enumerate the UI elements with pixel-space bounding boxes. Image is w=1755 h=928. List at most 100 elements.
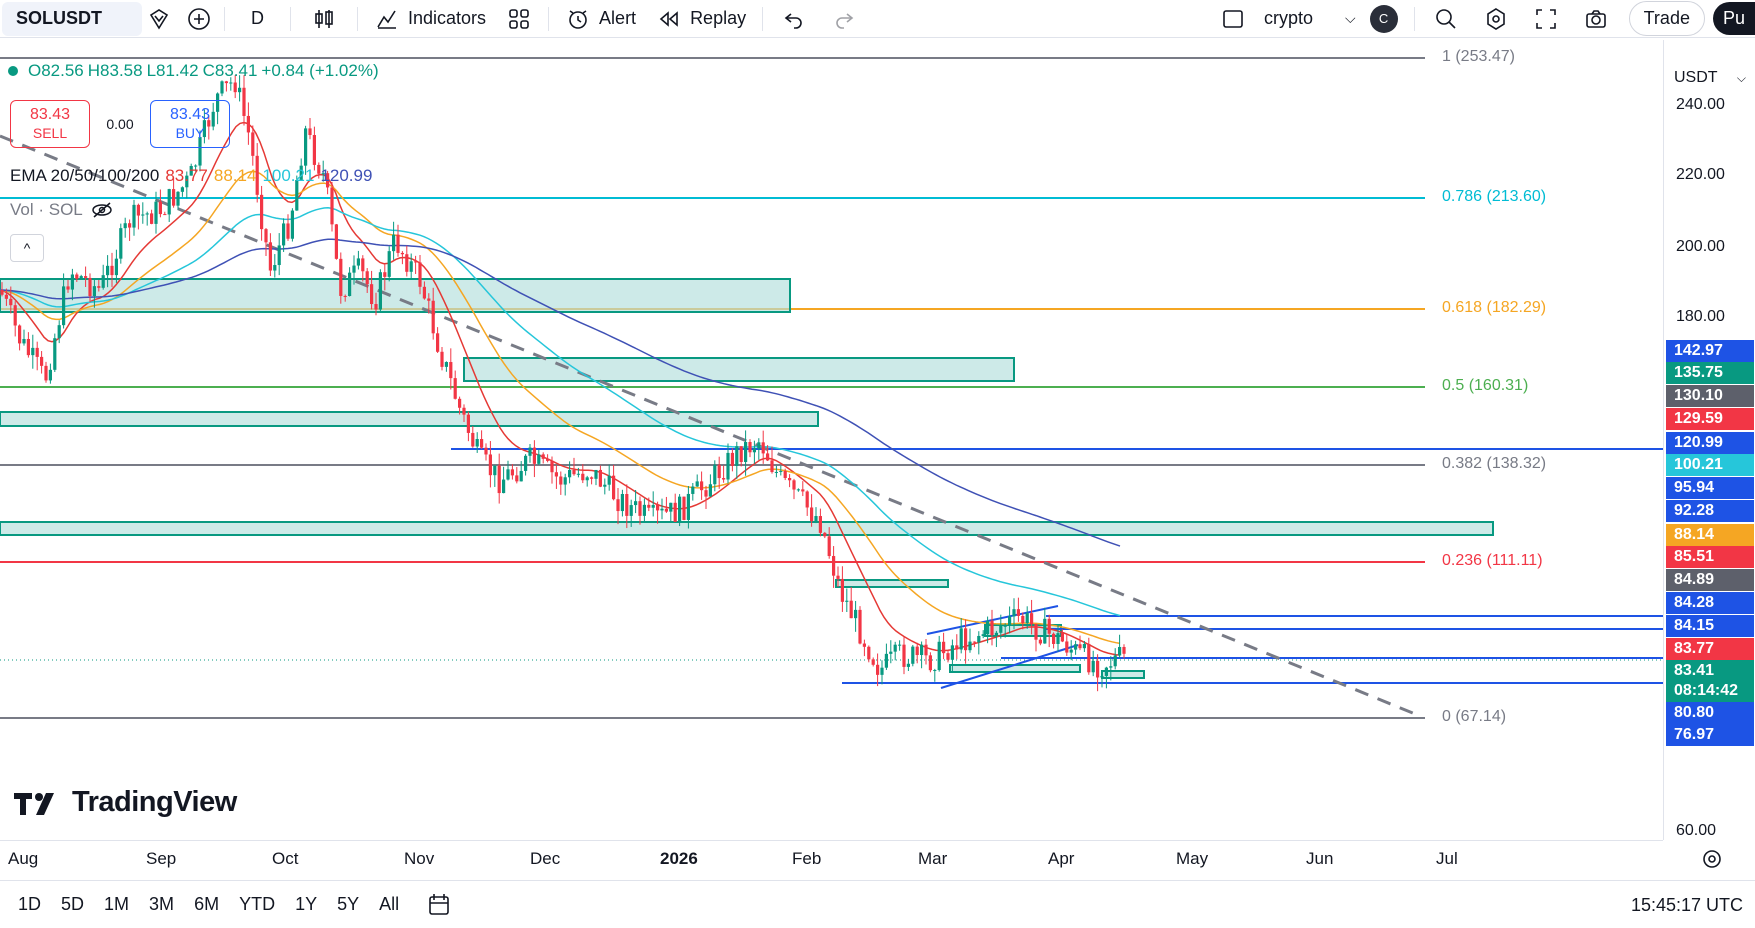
redo-icon[interactable]	[831, 6, 857, 32]
undo-icon[interactable]	[781, 6, 807, 32]
candle-body	[977, 635, 981, 643]
candle-body	[458, 398, 462, 408]
support-zone[interactable]	[0, 521, 1494, 536]
candle-body	[845, 600, 849, 602]
candle-body	[356, 258, 360, 266]
candle-body	[673, 502, 677, 522]
candle-body	[1118, 646, 1122, 656]
ema50-value: 88.14	[213, 166, 257, 185]
candle-body	[88, 277, 92, 297]
volume-legend[interactable]: Vol · SOL	[10, 200, 113, 220]
range-button-3m[interactable]: 3M	[149, 894, 175, 914]
trendline[interactable]	[0, 134, 1421, 718]
range-button-1m[interactable]: 1M	[104, 894, 130, 914]
price-scale[interactable]: 240.00 220.00 200.00 180.00 60.00 142.97…	[1663, 40, 1755, 840]
divider	[290, 6, 291, 31]
indicators-button[interactable]: Indicators	[364, 0, 496, 38]
candle-body	[326, 173, 330, 188]
candle-body	[823, 532, 827, 537]
buy-label: BUY	[175, 125, 205, 141]
avatar-letter: C	[1378, 11, 1389, 26]
candle-body	[431, 300, 435, 334]
range-button-6m[interactable]: 6M	[194, 894, 220, 914]
candle-body	[871, 659, 875, 665]
chart-area[interactable]: 1 (253.47) 0.786 (213.60) 0.618 (182.29)…	[0, 40, 1755, 840]
range-button-5d[interactable]: 5D	[61, 894, 85, 914]
layout-square-icon[interactable]	[1220, 6, 1246, 32]
avatar[interactable]: C	[1369, 4, 1398, 33]
candles-icon[interactable]	[311, 6, 337, 32]
candle-body	[13, 305, 17, 326]
ema-legend[interactable]: EMA 20/50/100/200 83.77 88.14 100.21 120…	[10, 166, 372, 186]
ohlc-legend: O82.56 H83.58 L81.42 C83.41 +0.84 (+1.02…	[8, 60, 379, 82]
trade-button[interactable]: Trade	[1628, 1, 1705, 36]
range-button-5y[interactable]: 5Y	[337, 894, 360, 914]
range-button-1y[interactable]: 1Y	[295, 894, 318, 914]
camera-icon[interactable]	[1583, 6, 1609, 32]
candle-body	[880, 667, 884, 675]
fib-label-0382: 0.382 (138.32)	[1442, 455, 1547, 472]
candle-body	[942, 641, 946, 654]
channel-line[interactable]	[940, 644, 1079, 689]
time-label: Sep	[146, 849, 177, 868]
candle-body	[805, 491, 809, 508]
publish-button[interactable]: Pu	[1712, 2, 1755, 35]
range-button-1d[interactable]: 1D	[18, 894, 42, 914]
price-badge: 08:14:42	[1666, 680, 1754, 702]
candle-body	[840, 578, 844, 602]
quick-search-icon[interactable]	[1433, 6, 1459, 32]
symbol-search[interactable]: SOLUSDT	[2, 1, 142, 36]
date-range-icon[interactable]	[427, 892, 453, 918]
divider	[224, 6, 225, 31]
alert-button[interactable]: Alert	[555, 0, 646, 38]
buy-button[interactable]: 83.43 BUY	[150, 100, 230, 148]
time-label: Dec	[530, 849, 561, 868]
templates-icon[interactable]	[506, 6, 532, 32]
support-zone[interactable]	[949, 664, 1081, 673]
sell-button[interactable]: 83.43 SELL	[10, 100, 90, 148]
candle-body	[475, 439, 479, 447]
time-label: Oct	[272, 849, 299, 868]
candle-body	[519, 470, 523, 482]
resistance-zone[interactable]	[463, 357, 1015, 382]
support-zone[interactable]	[1101, 670, 1145, 679]
eye-hidden-icon[interactable]	[91, 202, 113, 218]
candle-body	[1025, 613, 1029, 624]
collapse-legend-button[interactable]: ^	[10, 234, 44, 262]
candle-body	[1030, 613, 1034, 625]
settings-icon[interactable]	[1483, 6, 1509, 32]
time-axis[interactable]: Aug Sep Oct Nov Dec 2026 Feb Mar Apr May Jun Jul	[0, 840, 1721, 876]
ema100-line[interactable]	[0, 207, 1121, 617]
utc-clock[interactable]: 15:45:17 UTC	[1630, 895, 1743, 915]
candle-body	[1016, 609, 1020, 616]
resistance-zone[interactable]	[0, 411, 819, 427]
candle-body	[145, 213, 149, 215]
price-badge: 83.77	[1666, 638, 1754, 660]
compare-symbol-icon[interactable]	[146, 6, 172, 32]
layout-name-button[interactable]: crypto ⌵	[1264, 0, 1356, 38]
settings-gear-icon[interactable]	[1700, 847, 1724, 876]
candle-body	[70, 274, 74, 290]
ema20-line[interactable]	[0, 121, 1121, 656]
candle-body	[515, 475, 519, 482]
divider	[357, 6, 358, 31]
candle-body	[392, 234, 396, 252]
add-symbol-icon[interactable]	[186, 6, 212, 32]
support-zone[interactable]	[835, 579, 949, 588]
price-badge: 83.41	[1666, 660, 1754, 682]
currency-select[interactable]: USDT ⌵	[1668, 64, 1752, 92]
chart-canvas[interactable]	[0, 40, 1663, 840]
candle-body	[233, 82, 237, 93]
chevron-down-icon: ⌵	[1736, 70, 1746, 85]
range-button-all[interactable]: All	[379, 894, 400, 914]
ema200-line[interactable]	[0, 238, 1121, 547]
candle-body	[194, 165, 198, 167]
ema50-line[interactable]	[0, 170, 1121, 645]
range-button-ytd[interactable]: YTD	[239, 894, 276, 914]
replay-button[interactable]: Replay	[646, 0, 756, 38]
candle-body	[290, 210, 294, 239]
interval-button[interactable]: D	[231, 0, 284, 38]
fullscreen-icon[interactable]	[1533, 6, 1559, 32]
candle-body	[260, 194, 264, 230]
close-value: C83.41	[202, 61, 258, 80]
